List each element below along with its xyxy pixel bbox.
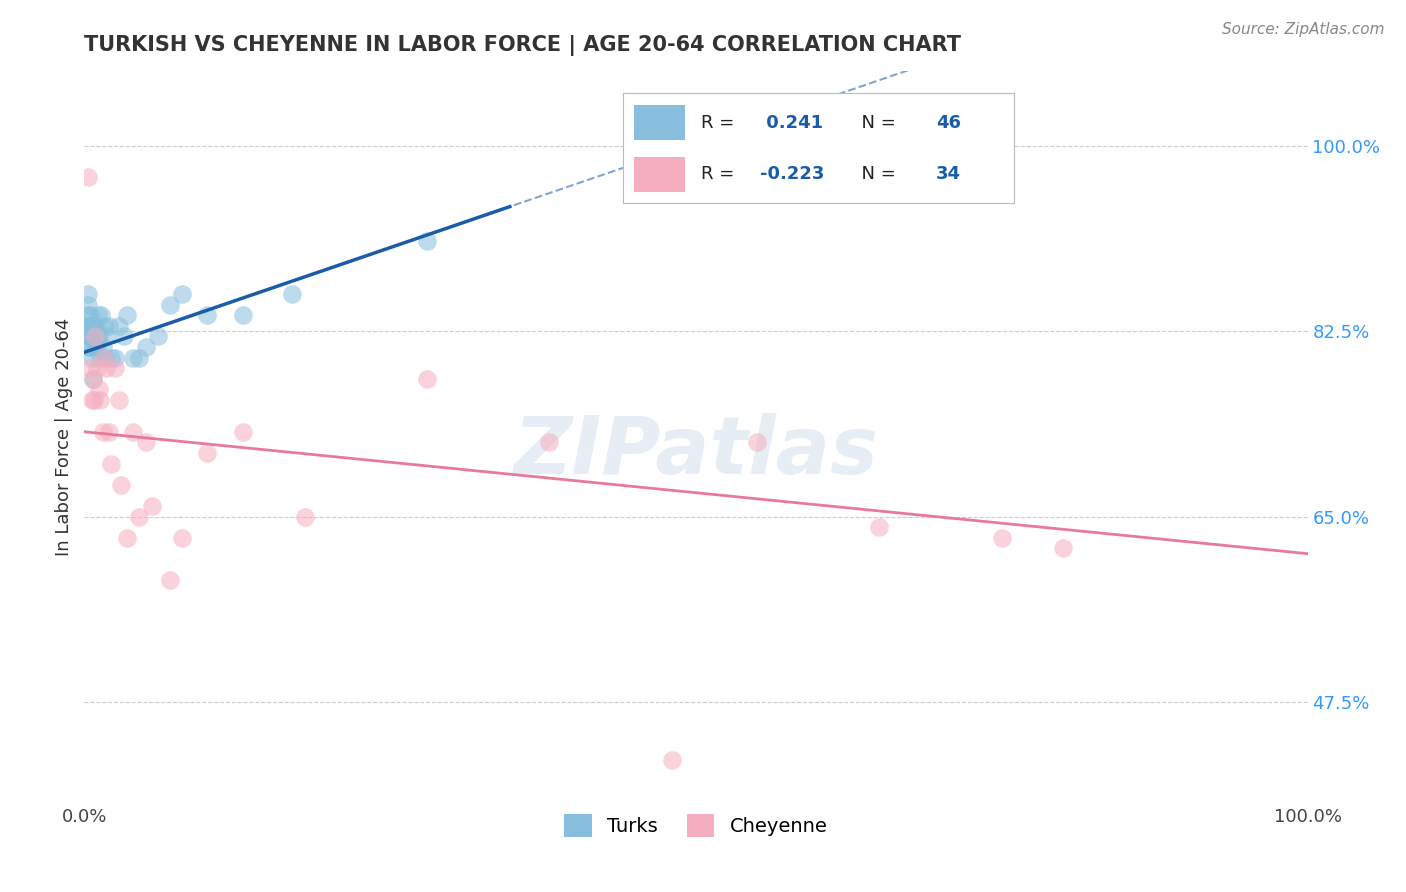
Point (100, 457, 122, 471)
Point (80, 318, 103, 333)
Point (77, 297, 100, 311)
Point (76, 318, 98, 333)
Point (82, 372, 104, 386)
Point (104, 361, 127, 376)
Text: ZIPatlas: ZIPatlas (513, 413, 879, 491)
Point (93, 318, 115, 333)
Point (84, 318, 107, 333)
Point (115, 531, 138, 545)
Point (79, 318, 101, 333)
Point (128, 509, 150, 524)
Point (79, 308, 101, 322)
Point (84, 329, 107, 343)
Point (87, 329, 110, 343)
Point (77, 340, 100, 354)
Legend: Turks, Cheyenne: Turks, Cheyenne (557, 806, 835, 845)
Point (294, 509, 316, 524)
Point (83, 318, 105, 333)
Point (80, 351, 103, 365)
Point (97, 318, 120, 333)
Point (86, 340, 108, 354)
Point (86, 329, 108, 343)
Point (1052, 541, 1074, 556)
Point (96, 361, 118, 376)
Point (77, 318, 100, 333)
Point (747, 435, 769, 450)
Point (93, 351, 115, 365)
Point (89, 392, 111, 407)
Point (77, 170, 100, 185)
Point (141, 499, 163, 513)
Point (79, 340, 101, 354)
Point (135, 340, 157, 354)
Point (538, 435, 561, 450)
Point (112, 329, 135, 343)
Point (83, 392, 105, 407)
Point (110, 477, 132, 491)
Text: Source: ZipAtlas.com: Source: ZipAtlas.com (1222, 22, 1385, 37)
Point (232, 425, 254, 439)
Point (79, 329, 101, 343)
Point (122, 425, 145, 439)
Point (416, 234, 439, 248)
Point (107, 392, 129, 407)
Text: TURKISH VS CHEYENNE IN LABOR FORCE | AGE 20-64 CORRELATION CHART: TURKISH VS CHEYENNE IN LABOR FORCE | AGE… (84, 35, 962, 55)
Point (100, 351, 122, 365)
Point (82, 372, 104, 386)
Point (416, 372, 439, 386)
Point (128, 351, 150, 365)
Point (89, 351, 111, 365)
Point (79, 361, 101, 376)
Point (991, 531, 1014, 545)
Point (91, 340, 114, 354)
Point (79, 329, 101, 343)
Point (80, 392, 103, 407)
Point (661, 138, 683, 153)
Point (87, 383, 110, 397)
Point (232, 308, 254, 322)
Point (159, 573, 181, 587)
Point (77, 308, 100, 322)
Point (84, 340, 107, 354)
Point (122, 351, 145, 365)
Point (107, 318, 129, 333)
Point (172, 531, 194, 545)
Point (281, 287, 304, 301)
Point (104, 351, 127, 365)
Point (77, 287, 100, 301)
Y-axis label: In Labor Force | Age 20-64: In Labor Force | Age 20-64 (55, 318, 73, 557)
Point (96, 329, 118, 343)
Point (115, 308, 138, 322)
Point (94, 351, 117, 365)
Point (82, 318, 104, 333)
Point (87, 308, 110, 322)
Point (172, 287, 194, 301)
Point (135, 435, 157, 450)
Point (97, 425, 120, 439)
Point (661, 753, 683, 767)
Point (195, 308, 218, 322)
Point (146, 329, 169, 343)
Point (159, 297, 181, 311)
Point (86, 361, 108, 376)
Point (195, 446, 218, 460)
Point (869, 520, 891, 534)
Point (90, 308, 112, 322)
Point (91, 425, 114, 439)
Point (77, 329, 100, 343)
